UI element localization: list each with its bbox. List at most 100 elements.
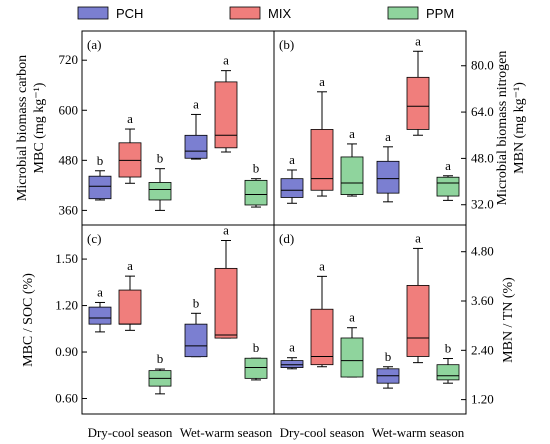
y-title-mbn-line: MBN (mg kg⁻¹): [512, 82, 527, 174]
significance-letter: a: [319, 258, 325, 273]
legend-label-pch: PCH: [116, 6, 143, 21]
box-iqr: [310, 129, 334, 191]
significance-letter: b: [385, 349, 392, 364]
significance-letter: a: [127, 111, 133, 126]
y-title-mbc: Microbial biomass carbon MBC (mg kg⁻¹): [15, 55, 47, 201]
significance-letter: a: [193, 96, 199, 111]
box-ppm-wet-warm: a: [436, 158, 460, 201]
box-iqr: [406, 76, 430, 130]
significance-letter: a: [349, 126, 355, 141]
box-iqr: [310, 308, 334, 366]
significance-letter: a: [289, 152, 295, 167]
significance-letter: a: [223, 222, 229, 237]
box-pch-dry-cool: a: [280, 340, 304, 370]
box-ppm-wet-warm: b: [436, 341, 460, 384]
y-title-mbc-line: MBC (mg kg⁻¹): [32, 82, 47, 173]
box-mix-dry-cool: a: [118, 258, 142, 331]
significance-letter: b: [157, 151, 164, 166]
y-title-mbn-tn: MBN / TN (%): [501, 277, 516, 363]
legend-label-ppm: PPM: [426, 6, 454, 21]
box-iqr: [436, 176, 460, 197]
significance-letter: b: [445, 341, 452, 356]
box-iqr: [406, 284, 430, 357]
y-tick-label: 3.60: [471, 293, 494, 308]
box-ppm-wet-warm: b: [244, 161, 268, 208]
box-pch-dry-cool: b: [88, 153, 112, 201]
panel-d: (d) 1.20 2.40 3.60 4.80 a b a a a b: [273, 224, 494, 415]
box-iqr: [280, 178, 304, 198]
box-iqr: [184, 323, 208, 358]
box-ppm-dry-cool: b: [148, 351, 172, 395]
box-iqr: [244, 179, 268, 206]
y-title-mbn-line: Microbial biomass nitrogen: [495, 51, 510, 206]
significance-letter: a: [385, 129, 391, 144]
box-iqr: [280, 360, 304, 368]
box-iqr: [88, 175, 112, 200]
box-pch-wet-warm: b: [376, 349, 400, 389]
panel-label: (a): [87, 37, 101, 52]
legend: PCH MIX PPM: [77, 6, 454, 21]
significance-letter: a: [223, 53, 229, 68]
significance-letter: b: [157, 351, 164, 366]
box-mix-dry-cool: a: [310, 258, 334, 368]
significance-letter: a: [415, 230, 421, 245]
box-mix-wet-warm: a: [214, 53, 238, 153]
significance-letter: b: [253, 340, 260, 355]
y-tick-label: 720: [59, 52, 79, 67]
panel-a: (a) 360 480 600 720 b a a a b b: [59, 30, 275, 226]
significance-letter: a: [127, 258, 133, 273]
box-pch-dry-cool: a: [280, 152, 304, 204]
y-title-mbn-tn-line: MBN / TN (%): [501, 277, 516, 363]
box-iqr: [436, 364, 460, 381]
box-iqr: [118, 289, 142, 325]
significance-letter: a: [415, 33, 421, 48]
box-pch-wet-warm: a: [376, 129, 400, 203]
panel-label: (b): [279, 37, 294, 52]
y-tick-label: 1.50: [55, 251, 78, 266]
significance-letter: a: [319, 74, 325, 89]
y-tick-label: 480: [59, 152, 79, 167]
y-tick-label: 48.0: [471, 150, 494, 165]
box-iqr: [340, 337, 364, 378]
y-tick-label: 0.90: [55, 344, 78, 359]
box-ppm-dry-cool: b: [148, 151, 172, 211]
panel-c: (c) 0.60 0.90 1.20 1.50 a b a a b b: [55, 222, 275, 415]
y-title-mbc-line: Microbial biomass carbon: [15, 55, 30, 201]
box-mix-dry-cool: a: [310, 74, 334, 197]
significance-letter: b: [97, 153, 104, 168]
y-tick-label: 4.80: [471, 244, 494, 259]
box-iqr: [148, 182, 172, 201]
box-ppm-dry-cool: a: [340, 126, 364, 197]
axis-titles: Microbial biomass carbon MBC (mg kg⁻¹) Mic…: [15, 51, 527, 367]
y-tick-label: 0.60: [55, 391, 78, 406]
box-pch-wet-warm: a: [184, 96, 208, 160]
y-tick-label: 1.20: [471, 392, 494, 407]
x-category-label: Dry-cool season: [280, 425, 365, 440]
significance-letter: a: [445, 158, 451, 173]
panels: (a) 360 480 600 720 b a a a b b (b) 32.0 48.0 64.0 80.0…: [15, 30, 527, 440]
box-iqr: [214, 81, 238, 149]
y-tick-label: 32.0: [471, 197, 494, 212]
box-iqr: [244, 357, 268, 379]
y-title-mbc-soc: MBC / SOC (%): [21, 273, 36, 367]
significance-letter: a: [289, 340, 295, 355]
box-mix-dry-cool: a: [118, 111, 142, 184]
x-axis-labels: Dry-cool season Wet-warm season Dry-cool s…: [88, 425, 465, 440]
y-tick-label: 360: [59, 202, 79, 217]
box-iqr: [184, 134, 208, 159]
box-pch-dry-cool: a: [88, 284, 112, 333]
legend-swatch-ppm: [387, 6, 419, 20]
y-title-mbn: Microbial biomass nitrogen MBN (mg kg⁻¹): [495, 51, 527, 206]
significance-letter: b: [253, 161, 260, 176]
box-iqr: [376, 160, 400, 194]
significance-letter: b: [193, 295, 200, 310]
box-iqr: [88, 306, 112, 325]
significance-letter: a: [349, 310, 355, 325]
box-pch-wet-warm: b: [184, 295, 208, 358]
y-tick-label: 80.0: [471, 58, 494, 73]
box-iqr: [214, 267, 238, 339]
box-iqr: [340, 156, 364, 195]
y-tick-label: 600: [59, 102, 79, 117]
significance-letter: a: [97, 284, 103, 299]
